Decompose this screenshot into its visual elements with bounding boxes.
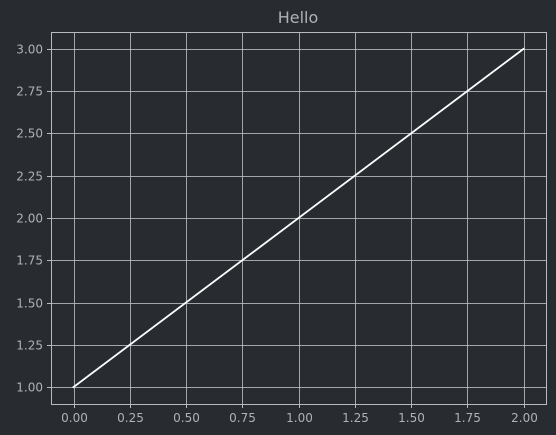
chart-title: Hello [278,8,319,27]
tick-layer: 0.00 0.25 0.50 0.75 1.00 1.25 1.50 1.75 2.00 1.00… [16,43,538,426]
x-tick-label: 2.00 [511,411,538,425]
x-tick-label: 0.25 [117,411,144,425]
y-tick-label: 1.75 [16,254,43,268]
x-tick-label: 1.00 [286,411,313,425]
series-line [72,47,525,389]
x-tick-label: 1.25 [342,411,369,425]
y-tick-label: 2.75 [16,85,43,99]
x-tick-label: 1.75 [454,411,481,425]
y-tick-label: 2.25 [16,170,43,184]
y-tick-label: 1.00 [16,381,43,395]
series-layer [72,47,525,389]
y-tick-label: 1.25 [16,339,43,353]
y-tick-label: 1.50 [16,297,43,311]
x-tick-label: 1.50 [398,411,425,425]
x-tick-label: 0.00 [61,411,88,425]
x-tick-label: 0.75 [229,411,256,425]
y-tick-label: 3.00 [16,43,43,57]
x-tick-label: 0.50 [173,411,200,425]
y-tick-label: 2.00 [16,212,43,226]
y-tick-label: 2.50 [16,127,43,141]
